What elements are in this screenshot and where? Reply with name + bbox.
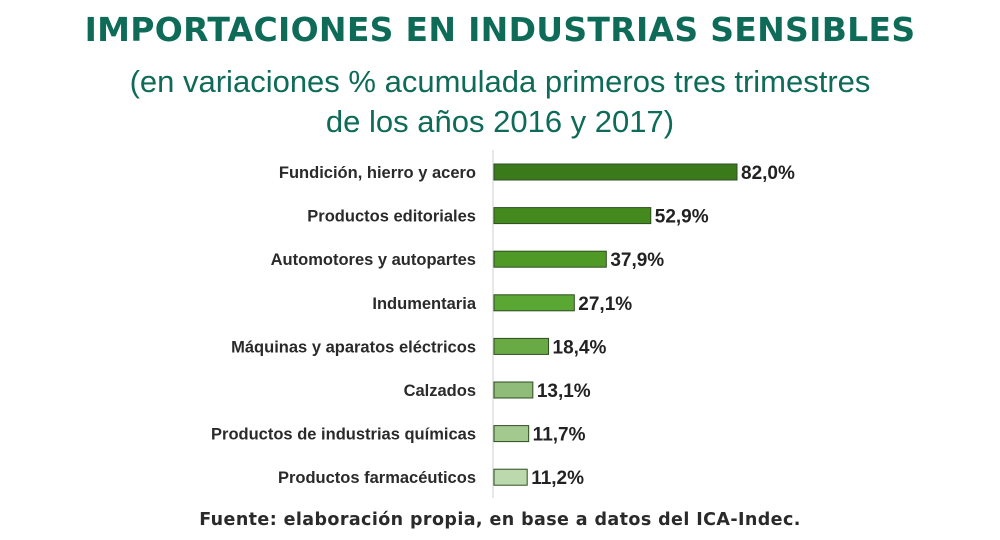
category-label: Productos farmacéuticos (278, 469, 476, 487)
bar (493, 294, 575, 312)
bar (493, 381, 534, 399)
data-label: 11,7% (533, 425, 586, 446)
category-label: Calzados (404, 382, 476, 400)
source-note: Fuente: elaboración propia, en base a da… (199, 510, 801, 530)
data-label: 11,2% (531, 468, 584, 489)
bar (493, 207, 652, 225)
chart-subtitle-line-1: (en variaciones % acumulada primeros tre… (129, 64, 871, 99)
data-label: 13,1% (537, 381, 591, 402)
bar (493, 163, 738, 181)
category-label: Productos de industrias químicas (211, 426, 476, 444)
category-label: Fundición, hierro y acero (279, 164, 476, 182)
chart-title: IMPORTACIONES EN INDUSTRIAS SENSIBLES (84, 10, 916, 49)
data-label: 27,1% (578, 294, 632, 315)
chart-subtitle: (en variaciones % acumulada primeros tre… (0, 62, 1000, 142)
bar (493, 337, 550, 355)
category-label: Máquinas y aparatos eléctricos (231, 338, 476, 356)
bar (493, 425, 530, 443)
category-label: Automotores y autopartes (271, 251, 476, 269)
data-label: 52,9% (655, 207, 709, 228)
data-label: 37,9% (610, 250, 664, 271)
chart-subtitle-line-2: de los años 2016 y 2017) (325, 104, 675, 139)
category-label: Productos editoriales (307, 208, 476, 226)
data-label: 18,4% (553, 337, 607, 358)
bar (493, 250, 607, 268)
bar (493, 468, 528, 486)
data-label: 82,0% (741, 163, 795, 184)
category-label: Indumentaria (372, 295, 476, 313)
